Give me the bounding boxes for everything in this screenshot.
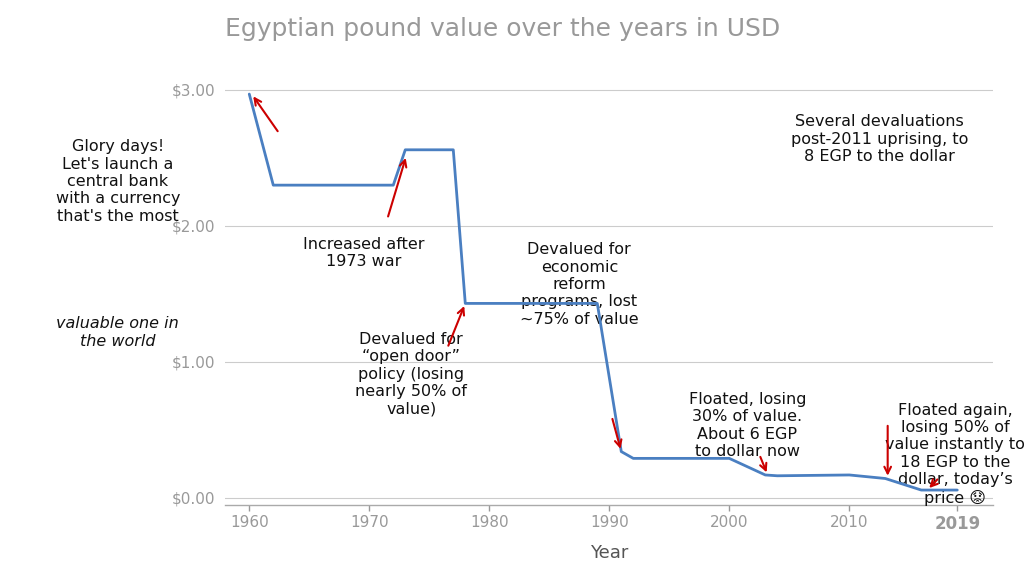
X-axis label: Year: Year	[590, 544, 629, 562]
Text: Floated, losing
30% of value.
About 6 EGP
to dollar now: Floated, losing 30% of value. About 6 EG…	[688, 392, 806, 459]
Text: Egyptian pound value over the years in USD: Egyptian pound value over the years in U…	[225, 17, 780, 41]
Text: Increased after
1973 war: Increased after 1973 war	[302, 237, 424, 269]
Text: Glory days!
Let's launch a
central bank
with a currency
that's the most: Glory days! Let's launch a central bank …	[55, 139, 180, 224]
Text: Devalued for
economic
reform
programs, lost
~75% of value: Devalued for economic reform programs, l…	[520, 242, 639, 327]
Text: Devalued for
“open door”
policy (losing
nearly 50% of
value): Devalued for “open door” policy (losing …	[355, 332, 467, 416]
Text: Floated again,
losing 50% of
value instantly to
18 EGP to the
dollar, today’s
pr: Floated again, losing 50% of value insta…	[885, 403, 1024, 506]
Text: valuable one in
the world: valuable one in the world	[56, 316, 179, 349]
Text: Several devaluations
post-2011 uprising, to
8 EGP to the dollar: Several devaluations post-2011 uprising,…	[791, 114, 968, 164]
